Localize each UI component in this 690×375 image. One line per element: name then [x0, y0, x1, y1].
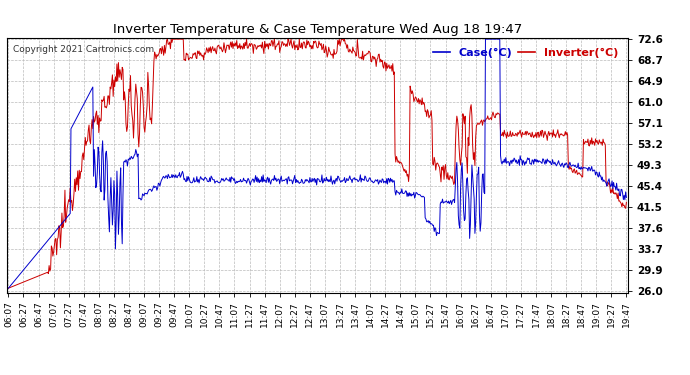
- Title: Inverter Temperature & Case Temperature Wed Aug 18 19:47: Inverter Temperature & Case Temperature …: [112, 23, 522, 36]
- Text: Copyright 2021 Cartronics.com: Copyright 2021 Cartronics.com: [13, 45, 155, 54]
- Legend: Case(°C), Inverter(°C): Case(°C), Inverter(°C): [428, 43, 622, 62]
